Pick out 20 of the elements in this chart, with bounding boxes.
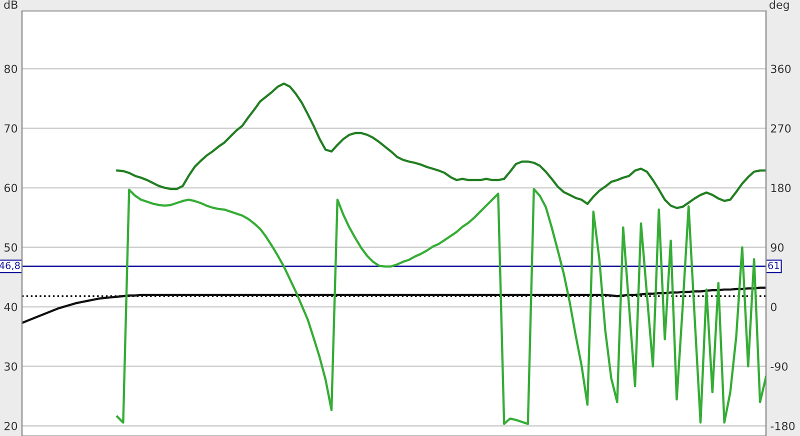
y2-tick-label: 180 — [771, 184, 791, 192]
y-axis-title: dB — [4, 0, 18, 9]
y-tick-label: 60 — [4, 184, 18, 192]
y-tick-label: 70 — [4, 124, 18, 133]
y-tick-label: 50 — [4, 243, 18, 252]
y2-axis-title: deg — [770, 0, 789, 11]
line-series — [116, 82, 766, 210]
y2-tick-label: 0 — [770, 302, 776, 312]
y-tick-label: 40 — [4, 302, 18, 312]
y2-tick-label: -90 — [770, 362, 788, 371]
y2-tick-label: -180 — [770, 422, 795, 430]
y-tick-label: 20 — [4, 422, 18, 430]
line-series — [116, 188, 766, 426]
y-tick-label: 30 — [4, 362, 18, 371]
y2-tick-label: 90 — [770, 243, 784, 252]
y-tick-label: 80 — [4, 64, 18, 74]
text: 61 — [768, 262, 779, 270]
y2-tick-label: 360 — [771, 64, 791, 74]
y2-tick-label: 270 — [770, 124, 791, 133]
line-series — [22, 286, 766, 324]
